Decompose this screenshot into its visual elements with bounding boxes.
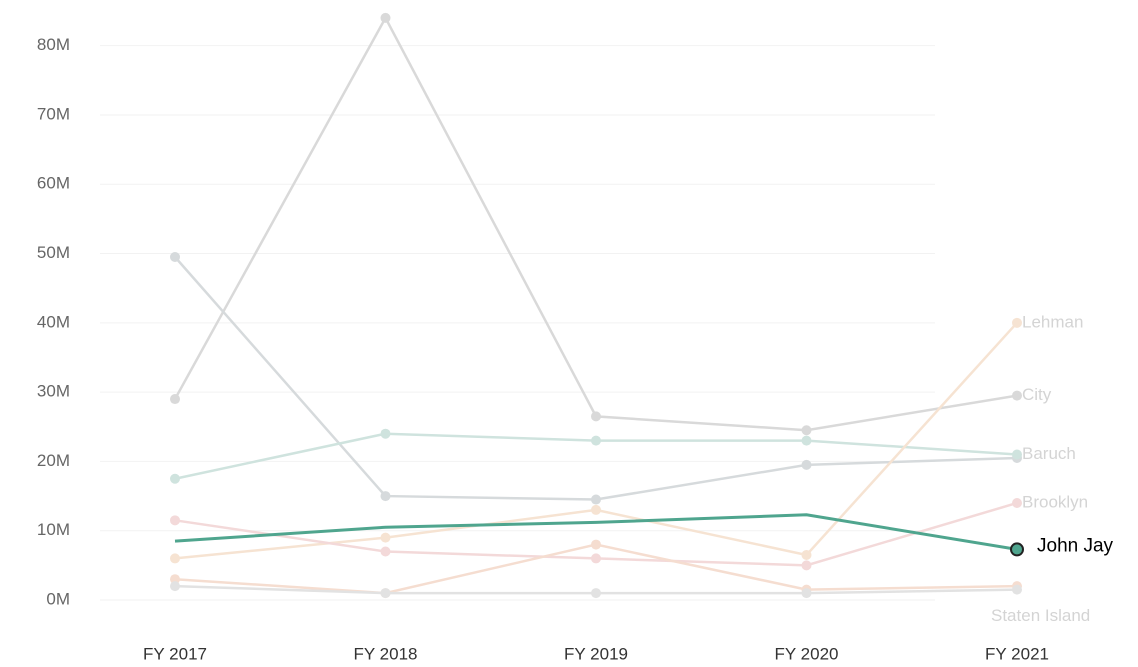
y-tick-label: 20M: [37, 451, 70, 470]
x-tick-label: FY 2020: [775, 644, 839, 663]
series-label: John Jay: [1037, 535, 1114, 556]
series-label: Lehman: [1022, 312, 1083, 331]
point: [1012, 390, 1022, 401]
series-label: Baruch: [1022, 444, 1076, 463]
point: [591, 435, 601, 446]
point: [380, 428, 391, 439]
point: [591, 504, 601, 515]
x-tick-label: FY 2018: [354, 644, 418, 663]
y-tick-label: 30M: [37, 382, 70, 401]
point: [801, 425, 812, 436]
series-label: City: [1022, 385, 1052, 404]
y-tick-label: 60M: [37, 174, 70, 193]
point: [591, 494, 601, 505]
point: [170, 394, 180, 405]
point: [591, 553, 601, 564]
point: [170, 574, 180, 585]
series-line: [174, 543, 1018, 595]
point: [591, 588, 601, 599]
point: [801, 435, 812, 446]
point: [380, 588, 391, 599]
point: [170, 515, 180, 526]
series-line: [174, 513, 1018, 551]
y-tick-label: 0M: [46, 589, 70, 608]
point: [170, 251, 180, 262]
y-tick-label: 10M: [37, 520, 70, 539]
point: [591, 411, 601, 422]
x-tick-label: FY 2017: [143, 644, 207, 663]
y-tick-label: 70M: [37, 104, 70, 123]
point: [380, 491, 391, 502]
x-tick-label: FY 2021: [985, 644, 1049, 663]
y-tick-label: 40M: [37, 312, 70, 331]
point: [801, 459, 812, 470]
point: [801, 560, 812, 571]
point: [380, 532, 391, 543]
y-tick-label: 80M: [37, 35, 70, 54]
point: [1012, 317, 1022, 328]
series-line: [173, 15, 1018, 432]
point: [380, 12, 391, 23]
point: [1012, 584, 1022, 595]
x-tick-label: FY 2019: [564, 644, 628, 663]
y-tick-label: 50M: [37, 243, 70, 262]
point: [170, 473, 180, 484]
point: [591, 539, 601, 550]
point: [801, 588, 812, 599]
series-label: Staten Island: [991, 606, 1090, 625]
point: [1012, 497, 1022, 508]
point: [801, 549, 812, 560]
point: [170, 553, 180, 564]
point: [380, 546, 391, 557]
end-point: [1010, 542, 1024, 557]
series-label: Brooklyn: [1022, 492, 1088, 511]
point: [1012, 449, 1022, 460]
point: [170, 581, 180, 592]
